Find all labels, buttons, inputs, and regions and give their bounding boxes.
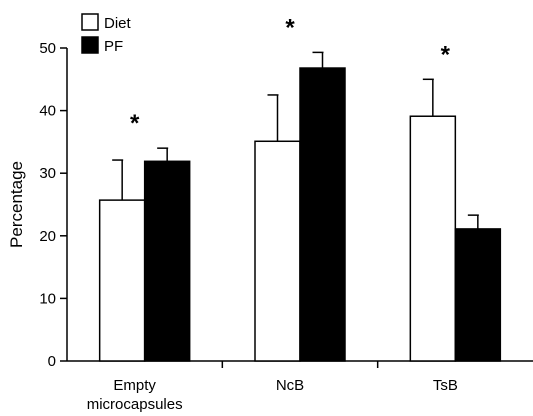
y-tick-label: 10 [39,290,56,307]
x-category-label: NcB [276,377,304,394]
bar-diet-2 [409,115,457,362]
y-ticks: 0 10 20 30 40 50 [39,40,67,370]
significance-mark: * [130,110,140,137]
significance-markers: * * * [130,14,451,137]
significance-mark: * [285,14,295,41]
y-tick-label: 30 [39,165,56,182]
legend-label-pf: PF [104,38,123,55]
bar-diet-1 [254,140,301,362]
bar-pf-2 [454,228,502,362]
y-axis-title: Percentage [7,161,26,248]
bar-diet-0 [98,199,146,362]
bar-pf-1 [299,67,346,362]
error-bars [112,51,479,229]
bar-pf-0 [143,160,191,362]
y-tick-label: 0 [48,353,56,370]
x-category-label: TsB [433,377,458,394]
x-category-labels: Empty microcapsules NcB TsB [87,361,458,413]
y-tick-label: 50 [39,40,56,57]
legend: Diet PF [81,13,132,55]
y-tick-label: 40 [39,103,56,120]
legend-swatch-diet [81,13,99,31]
bars [98,67,502,362]
x-category-label: microcapsules [87,396,183,413]
legend-swatch-pf [81,36,99,54]
legend-label-diet: Diet [104,15,132,32]
significance-mark: * [441,41,451,68]
x-category-label: Empty [113,377,156,394]
y-tick-label: 20 [39,228,56,245]
